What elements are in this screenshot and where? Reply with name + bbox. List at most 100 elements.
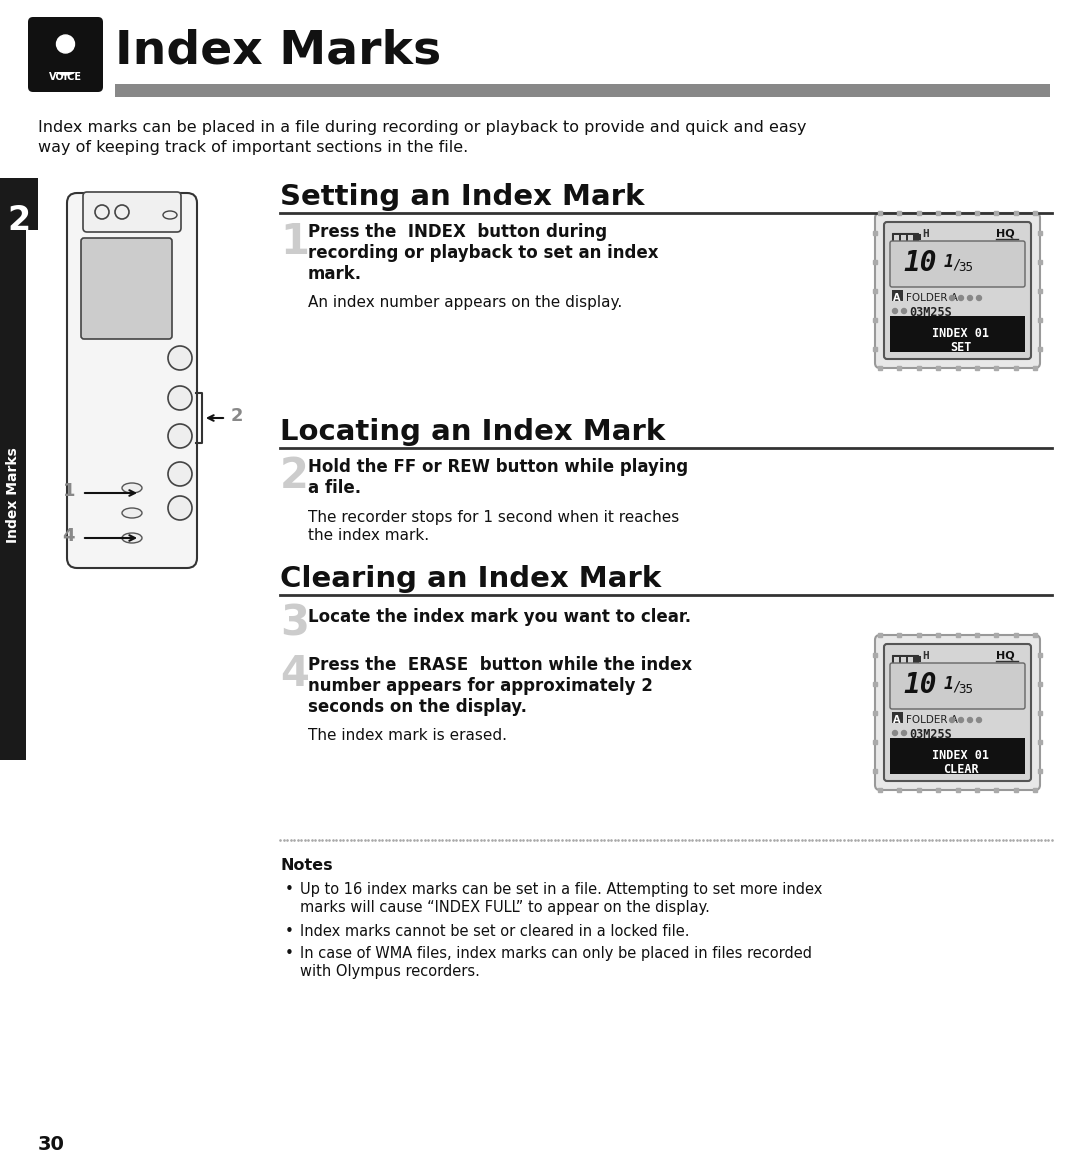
Circle shape xyxy=(168,462,192,486)
FancyBboxPatch shape xyxy=(890,240,1025,287)
FancyBboxPatch shape xyxy=(83,192,181,232)
Ellipse shape xyxy=(54,57,78,75)
Circle shape xyxy=(892,309,897,313)
Text: A: A xyxy=(893,292,901,303)
Text: Setting an Index Mark: Setting an Index Mark xyxy=(280,183,645,212)
Text: /: / xyxy=(951,257,960,271)
Bar xyxy=(918,234,921,240)
Bar xyxy=(894,657,899,664)
Text: a file.: a file. xyxy=(308,479,361,497)
Bar xyxy=(892,290,903,301)
Ellipse shape xyxy=(163,212,177,218)
FancyBboxPatch shape xyxy=(875,635,1040,790)
Circle shape xyxy=(949,296,955,301)
Text: Notes: Notes xyxy=(280,858,333,873)
Text: •: • xyxy=(285,882,294,897)
Text: Clearing an Index Mark: Clearing an Index Mark xyxy=(280,565,661,593)
FancyBboxPatch shape xyxy=(890,664,1025,709)
Text: 10: 10 xyxy=(903,670,936,699)
Text: FOLDER A: FOLDER A xyxy=(906,716,958,725)
Text: An index number appears on the display.: An index number appears on the display. xyxy=(308,295,622,310)
Text: 30: 30 xyxy=(38,1135,65,1154)
Ellipse shape xyxy=(122,533,141,543)
Text: Index marks can be placed in a file during recording or playback to provide and : Index marks can be placed in a file duri… xyxy=(38,120,807,135)
Ellipse shape xyxy=(122,507,141,518)
Text: 1: 1 xyxy=(280,221,309,264)
Text: The index mark is erased.: The index mark is erased. xyxy=(308,728,507,743)
Text: 4: 4 xyxy=(280,653,309,695)
Text: Index Marks: Index Marks xyxy=(6,447,21,543)
Text: with Olympus recorders.: with Olympus recorders. xyxy=(300,964,480,979)
Circle shape xyxy=(892,731,897,735)
Text: 2: 2 xyxy=(280,455,309,497)
Text: 35: 35 xyxy=(958,683,973,696)
Text: mark.: mark. xyxy=(308,265,362,283)
Bar xyxy=(0,178,38,230)
Text: •: • xyxy=(285,946,294,961)
Text: Press the  INDEX  button during: Press the INDEX button during xyxy=(308,223,607,240)
Bar xyxy=(918,655,921,662)
Bar xyxy=(890,316,1025,351)
Text: HQ: HQ xyxy=(996,651,1014,661)
Text: A: A xyxy=(893,716,901,725)
Text: H: H xyxy=(922,651,929,661)
Bar xyxy=(892,234,918,243)
Text: Press the  ERASE  button while the index: Press the ERASE button while the index xyxy=(308,655,692,674)
Circle shape xyxy=(968,296,972,301)
Text: 2: 2 xyxy=(8,203,30,237)
Text: 03M25S: 03M25S xyxy=(909,306,951,319)
Bar xyxy=(0,230,26,759)
Text: the index mark.: the index mark. xyxy=(308,528,429,543)
Text: •: • xyxy=(285,924,294,939)
Bar xyxy=(38,55,93,72)
Bar xyxy=(114,84,1050,97)
Circle shape xyxy=(949,718,955,722)
Bar xyxy=(901,235,906,240)
Text: VOICE: VOICE xyxy=(49,72,82,82)
Circle shape xyxy=(902,309,906,313)
Text: marks will cause “INDEX FULL” to appear on the display.: marks will cause “INDEX FULL” to appear … xyxy=(300,901,710,916)
Text: Locate the index mark you want to clear.: Locate the index mark you want to clear. xyxy=(308,608,691,627)
Text: In case of WMA files, index marks can only be placed in files recorded: In case of WMA files, index marks can on… xyxy=(300,946,812,961)
Text: SET: SET xyxy=(949,341,971,354)
Text: HQ: HQ xyxy=(996,229,1014,239)
Text: H: H xyxy=(922,229,929,239)
Circle shape xyxy=(114,205,129,218)
Circle shape xyxy=(968,718,972,722)
Bar xyxy=(901,657,906,664)
FancyBboxPatch shape xyxy=(885,644,1031,781)
Text: number appears for approximately 2: number appears for approximately 2 xyxy=(308,677,653,695)
Text: 4: 4 xyxy=(63,527,75,544)
Circle shape xyxy=(95,205,109,218)
Circle shape xyxy=(976,296,982,301)
Text: 03M25S: 03M25S xyxy=(909,728,951,741)
FancyBboxPatch shape xyxy=(28,17,103,92)
Ellipse shape xyxy=(122,483,141,492)
Text: FOLDER A: FOLDER A xyxy=(906,292,958,303)
Text: INDEX 01: INDEX 01 xyxy=(932,327,989,340)
Circle shape xyxy=(168,346,192,370)
Bar xyxy=(908,657,913,664)
Text: Hold the FF or REW button while playing: Hold the FF or REW button while playing xyxy=(308,458,688,476)
Text: 1: 1 xyxy=(944,675,954,692)
Text: Locating an Index Mark: Locating an Index Mark xyxy=(280,418,665,446)
Text: 1: 1 xyxy=(944,253,954,271)
Text: 2: 2 xyxy=(231,407,243,425)
Text: way of keeping track of important sections in the file.: way of keeping track of important sectio… xyxy=(38,140,469,155)
Circle shape xyxy=(976,718,982,722)
FancyBboxPatch shape xyxy=(885,222,1031,360)
Text: The recorder stops for 1 second when it reaches: The recorder stops for 1 second when it … xyxy=(308,510,679,525)
Bar xyxy=(894,235,899,240)
Text: 3: 3 xyxy=(280,602,309,644)
Text: 10: 10 xyxy=(903,249,936,277)
Text: INDEX 01: INDEX 01 xyxy=(932,749,989,762)
Circle shape xyxy=(902,731,906,735)
Text: Up to 16 index marks can be set in a file. Attempting to set more index: Up to 16 index marks can be set in a fil… xyxy=(300,882,822,897)
FancyBboxPatch shape xyxy=(81,238,172,339)
Text: Index marks cannot be set or cleared in a locked file.: Index marks cannot be set or cleared in … xyxy=(300,924,689,939)
Circle shape xyxy=(56,35,75,53)
Text: /: / xyxy=(951,679,960,692)
Text: CLEAR: CLEAR xyxy=(943,763,978,776)
Text: seconds on the display.: seconds on the display. xyxy=(308,698,527,716)
Bar xyxy=(908,235,913,240)
